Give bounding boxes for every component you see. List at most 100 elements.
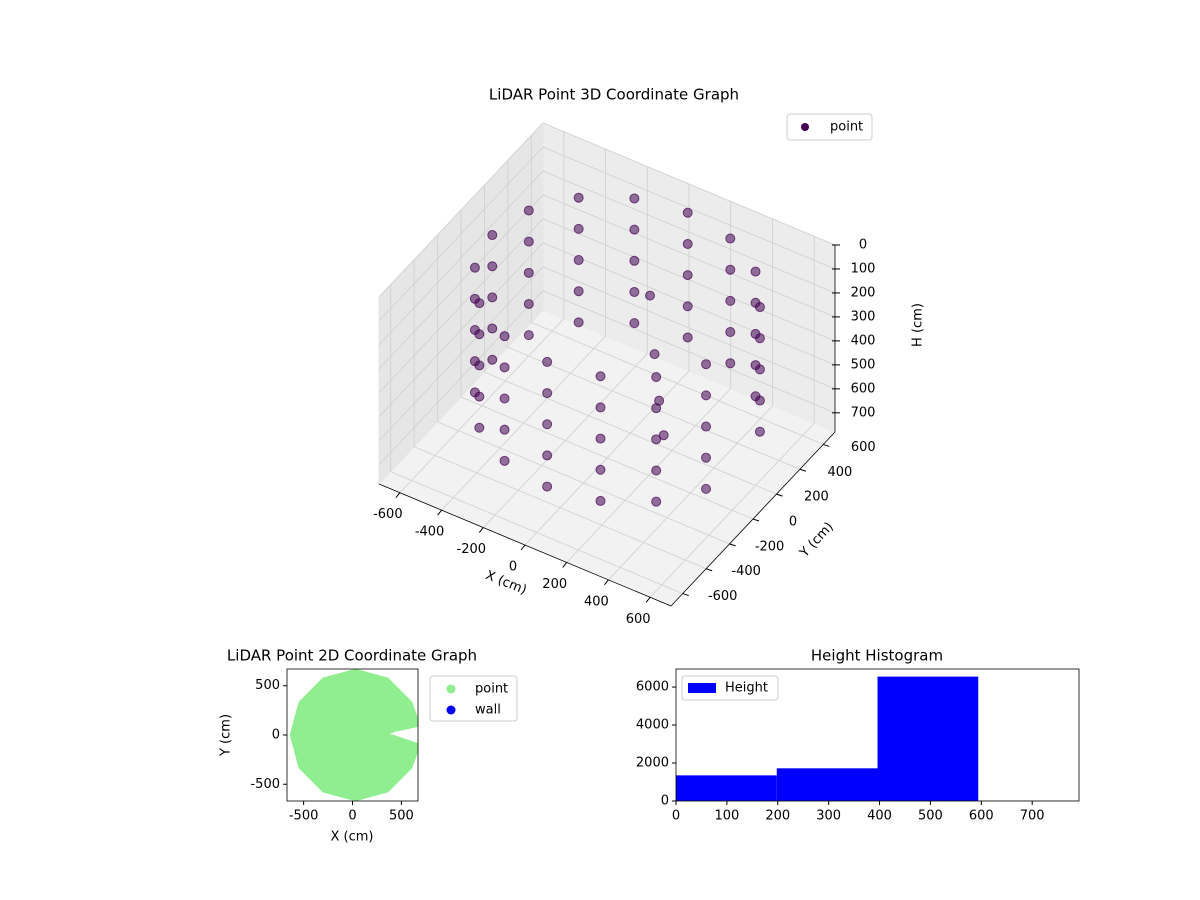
grid-line (378, 122, 544, 298)
point (487, 354, 498, 365)
x-axis-label: X (cm) (331, 830, 374, 845)
grid-line (460, 396, 754, 520)
axes-frame (675, 668, 1080, 802)
x-tick (645, 596, 651, 603)
x-tick-label: 600 (969, 809, 994, 824)
x-tick-label: 500 (389, 809, 414, 824)
point (701, 390, 712, 401)
grid-line (390, 471, 683, 594)
x-tick-label: -400 (415, 525, 445, 540)
legend-label: point (475, 682, 508, 697)
legend-marker (688, 683, 716, 693)
x-tick (395, 492, 401, 499)
z-tick-label: 200 (851, 285, 876, 300)
point (542, 356, 553, 367)
y-tick (729, 543, 736, 547)
z-axis-label: H (cm) (911, 303, 926, 347)
point (573, 223, 584, 234)
y-tick-label: 400 (827, 465, 852, 480)
y-tick-label: -400 (731, 564, 761, 579)
x-tick-label: -200 (457, 542, 487, 557)
legend-label: wall (475, 703, 501, 718)
y-tick-label: 2000 (636, 756, 669, 771)
point (651, 371, 662, 382)
point (595, 464, 606, 475)
x-tick (604, 579, 609, 586)
bar (877, 676, 979, 801)
z-tick-label: 500 (851, 357, 876, 372)
point (725, 327, 736, 338)
point (469, 293, 480, 304)
y-tick-label: 0 (789, 515, 797, 530)
point (725, 233, 736, 244)
axes-3d: -600 -400 -200 0 200 400 600 -600 -400 -200 0 200 40… (373, 86, 925, 627)
grid-line (413, 446, 707, 570)
point (542, 481, 553, 492)
point (701, 483, 712, 494)
y-tick (752, 518, 760, 522)
point (499, 331, 510, 342)
x-tick-label: 700 (1020, 809, 1045, 824)
grid-line (378, 290, 544, 466)
point (629, 224, 640, 235)
y-tick-label: -200 (755, 539, 785, 554)
point (629, 286, 640, 297)
y-tick-label: -600 (708, 589, 738, 604)
point (523, 205, 534, 216)
point (595, 402, 606, 413)
point (750, 297, 761, 308)
point (573, 255, 584, 266)
point (750, 328, 761, 339)
z-tick-label: 400 (851, 333, 876, 348)
x-tick-label: 500 (918, 809, 943, 824)
y-tick-label: 0 (272, 728, 280, 743)
point (487, 323, 498, 334)
y-tick-label: -500 (250, 777, 280, 792)
point (595, 371, 606, 382)
point (573, 317, 584, 328)
y-tick (705, 568, 713, 572)
x-tick (520, 544, 526, 551)
grid-line (378, 242, 544, 418)
point (469, 262, 480, 273)
point (750, 360, 761, 371)
grid-line (542, 194, 836, 318)
x-tick-label: 400 (867, 809, 892, 824)
point (499, 393, 510, 404)
point (682, 332, 693, 343)
z-tick-label: 300 (851, 309, 876, 324)
point (542, 450, 553, 461)
axes-histogram: Height 0 100 200 300 400 500 600 700 0 2000 4000 600… (636, 647, 1080, 824)
point (654, 395, 665, 406)
x-tick-label: 200 (542, 577, 567, 592)
legend-label: Height (725, 681, 768, 696)
point (523, 236, 534, 247)
bar (676, 775, 777, 801)
y-tick (776, 493, 783, 497)
point (474, 422, 485, 433)
point (469, 387, 480, 398)
z-tick-label: 600 (851, 381, 876, 396)
grid-line (378, 218, 544, 394)
point (487, 292, 498, 303)
point (682, 301, 693, 312)
point (682, 238, 693, 249)
point (725, 358, 736, 369)
x-tick-label: 300 (816, 809, 841, 824)
point (542, 388, 553, 399)
y-axis-label: Y (cm) (219, 714, 234, 757)
z-tick-label: 700 (851, 405, 876, 420)
point (651, 465, 662, 476)
point (649, 349, 660, 360)
x-axis (378, 483, 672, 607)
point (645, 290, 655, 301)
point (725, 295, 736, 306)
point (629, 318, 640, 329)
point (573, 192, 584, 203)
point (701, 421, 712, 432)
x-tick-label: -600 (373, 507, 403, 522)
y-tick-label: 6000 (636, 680, 669, 695)
legend-box (786, 113, 873, 141)
x-tick-label: 0 (672, 809, 680, 824)
point (725, 264, 736, 275)
